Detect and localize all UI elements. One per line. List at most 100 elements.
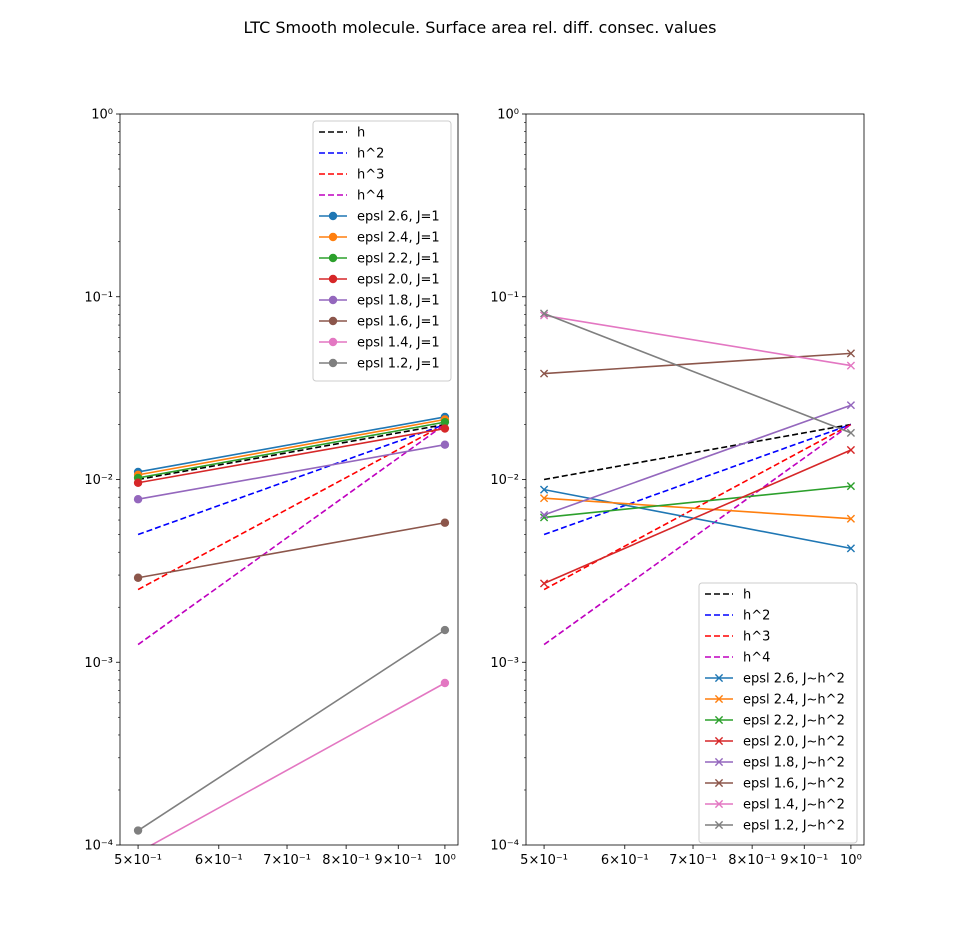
legend-item: epsl 2.2, J~h^2 xyxy=(705,714,845,729)
legend-label: epsl 1.4, J=1 xyxy=(357,336,440,351)
data-point xyxy=(846,514,856,523)
x-tick-label: 8×10⁻¹ xyxy=(728,853,776,868)
legend-marker xyxy=(328,316,338,326)
legend-label: h^2 xyxy=(357,147,384,162)
data-point xyxy=(846,428,856,437)
legend-item: epsl 2.4, J~h^2 xyxy=(705,693,845,708)
data-point xyxy=(846,401,856,410)
legend-marker xyxy=(328,358,338,368)
plot-area xyxy=(539,309,856,646)
legend-item: h^3 xyxy=(705,630,770,645)
y-tick-label: 10⁻² xyxy=(490,473,519,488)
legend-item: epsl 1.6, J~h^2 xyxy=(705,777,845,792)
data-point xyxy=(440,518,450,527)
legend-label: epsl 2.0, J=1 xyxy=(357,273,440,288)
data-point xyxy=(846,349,856,358)
series-line-2 xyxy=(137,421,446,479)
legend-marker xyxy=(714,694,724,704)
x-tick-label: 7×10⁻¹ xyxy=(669,853,717,868)
legend-marker xyxy=(714,673,724,683)
legend: h h^2 h^3 h^4 epsl 2.6, J~h^2 epsl 2.4, J~h^2… xyxy=(698,582,858,844)
data-point xyxy=(539,369,549,378)
legend-marker xyxy=(714,715,724,725)
y-tick-label: 10⁻³ xyxy=(84,656,113,671)
reference-line-2 xyxy=(543,423,852,591)
data-point xyxy=(440,424,450,433)
x-tick-label: 9×10⁻¹ xyxy=(780,853,828,868)
data-point xyxy=(539,513,549,522)
series-line-5 xyxy=(544,352,851,375)
legend-marker xyxy=(328,295,338,305)
legend-label: epsl 1.6, J~h^2 xyxy=(743,777,845,792)
data-point xyxy=(539,579,549,588)
data-point xyxy=(133,573,143,582)
data-point xyxy=(539,309,549,318)
data-point xyxy=(133,495,143,504)
legend-box xyxy=(698,582,858,844)
y-tick-label: 10⁻⁴ xyxy=(490,839,519,854)
data-point xyxy=(133,826,143,835)
legend-item: epsl 2.0, J=1 xyxy=(319,273,440,288)
data-point xyxy=(846,361,856,370)
series-line-0 xyxy=(137,416,446,473)
legend: h h^2 h^3 h^4 epsl 2.6, J=1 epsl 2.4, J=1 epsl… xyxy=(312,120,452,382)
legend-marker xyxy=(328,232,338,242)
left-plot: 10⁻⁴ 10⁻³ 10⁻² 10⁻¹ 10⁰ 5×10⁻¹ 6×10⁻¹ 7×10⁻¹ 8×1… xyxy=(84,108,459,868)
x-tick-label: 9×10⁻¹ xyxy=(374,853,422,868)
figure-title: LTC Smooth molecule. Surface area rel. d… xyxy=(244,18,717,37)
legend-label: epsl 2.2, J=1 xyxy=(357,252,440,267)
series-line-4 xyxy=(137,443,446,501)
series-line-3 xyxy=(137,427,446,484)
y-tick-label: 10⁻¹ xyxy=(84,290,113,305)
reference-line-0 xyxy=(543,423,852,481)
legend-marker xyxy=(714,820,724,830)
x-tick-label: 6×10⁻¹ xyxy=(195,853,243,868)
series-line-7 xyxy=(543,312,852,434)
series-line-6 xyxy=(543,314,852,367)
x-tick-label: 10⁰ xyxy=(434,853,456,868)
legend-item: epsl 1.6, J=1 xyxy=(319,315,440,330)
y-tick-label: 10⁰ xyxy=(91,108,113,123)
series-line-1 xyxy=(137,418,446,476)
x-tick-label: 6×10⁻¹ xyxy=(601,853,649,868)
legend-item: h^3 xyxy=(319,168,384,183)
legend-item: epsl 2.2, J=1 xyxy=(319,252,440,267)
series-line-1 xyxy=(544,497,851,520)
legend-marker xyxy=(714,778,724,788)
legend-label: h^4 xyxy=(357,189,384,204)
legend-marker xyxy=(328,211,338,221)
legend-marker xyxy=(714,736,724,746)
x-tick-label: 10⁰ xyxy=(840,853,862,868)
data-point xyxy=(440,440,450,449)
legend-label: h^3 xyxy=(743,630,770,645)
legend-item: epsl 1.4, J=1 xyxy=(319,336,440,351)
legend-label: h xyxy=(357,126,365,141)
series-line-0 xyxy=(543,488,852,550)
legend-box xyxy=(312,120,452,382)
legend-label: epsl 2.4, J~h^2 xyxy=(743,693,845,708)
data-point xyxy=(846,482,856,491)
data-point xyxy=(539,510,549,520)
series-line-4 xyxy=(543,404,852,516)
series-line-3 xyxy=(543,449,852,585)
legend-item: h xyxy=(705,588,751,603)
legend-item: h^4 xyxy=(319,189,384,204)
x-tick-label: 5×10⁻¹ xyxy=(520,853,568,868)
data-point xyxy=(539,485,549,494)
data-point xyxy=(846,445,856,455)
y-tick-label: 10⁻⁴ xyxy=(84,839,113,854)
legend-label: epsl 1.6, J=1 xyxy=(357,315,440,330)
legend-item: epsl 2.6, J~h^2 xyxy=(705,672,845,687)
y-tick-label: 10⁰ xyxy=(497,108,519,123)
legend-label: h^4 xyxy=(743,651,770,666)
y-tick-label: 10⁻³ xyxy=(490,656,519,671)
legend-item: epsl 1.8, J~h^2 xyxy=(705,756,845,771)
legend-item: epsl 2.6, J=1 xyxy=(319,210,440,225)
series-line-6 xyxy=(149,682,446,845)
reference-line-1 xyxy=(137,423,446,536)
data-point xyxy=(440,625,450,635)
data-point xyxy=(440,417,450,427)
legend-item: h^2 xyxy=(319,147,384,162)
data-point xyxy=(539,311,549,320)
reference-line-0 xyxy=(137,423,446,481)
